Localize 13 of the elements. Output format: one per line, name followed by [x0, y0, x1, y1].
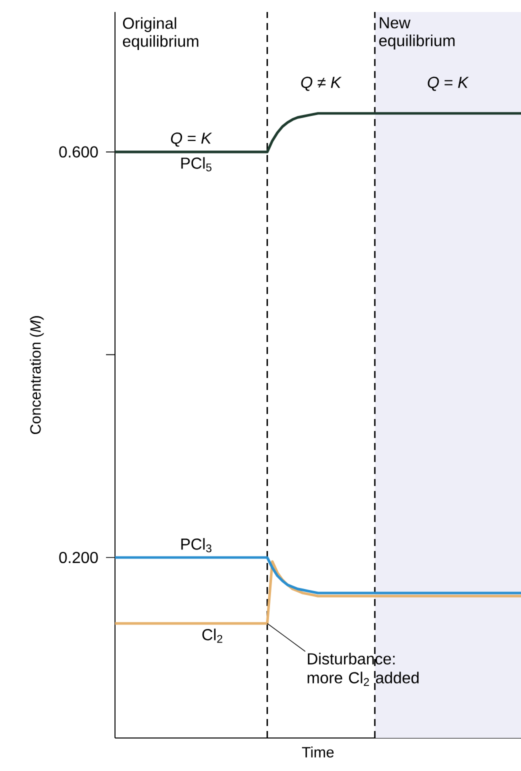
series-label: PCl$_{5}$	[181, 157, 212, 172]
annotation: Q = K	[171, 132, 212, 147]
annotation: Original equilibrium	[122, 17, 198, 50]
series-label: Cl$_{2}$	[202, 628, 222, 643]
annotation: Q = K	[428, 76, 469, 91]
series-label: PCl$_{3}$	[181, 538, 212, 552]
annotation: Q ≠ K	[301, 76, 342, 91]
y-tick-label: 0.200	[59, 552, 98, 564]
y-axis-title: Concentration (M)	[30, 316, 44, 434]
annotation: Disturbance: more Cl$_{2}$ added	[308, 652, 419, 686]
x-axis-title: Time	[302, 746, 334, 758]
annotation: New equilibrium	[379, 17, 455, 50]
y-tick-label: 0.600	[59, 146, 98, 158]
